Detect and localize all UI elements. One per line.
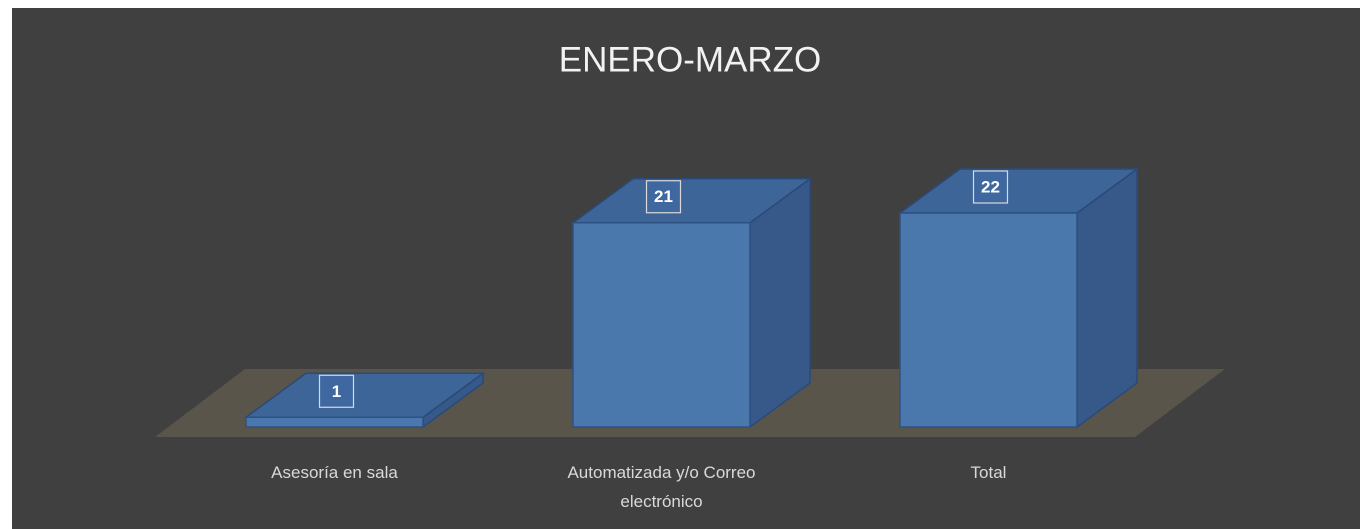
bar-front (899, 212, 1078, 428)
chart-title: ENERO-MARZO (559, 40, 822, 79)
value-label: 22 (981, 177, 1000, 196)
value-label-box (972, 170, 1009, 204)
bar-front (572, 221, 751, 428)
value-label-box (645, 180, 682, 214)
bar (897, 167, 1140, 429)
x-tick-label: Automatizada y/o Correo electrónico (567, 463, 756, 511)
bar-side (1076, 167, 1138, 429)
bar (570, 177, 813, 429)
value-label: 1 (332, 382, 341, 401)
x-tick-label: Asesoría en sala (271, 463, 398, 482)
x-tick-label: Total (970, 463, 1007, 482)
bar-front (245, 416, 424, 428)
bar (243, 371, 486, 429)
value-label-box (318, 374, 355, 408)
value-label: 21 (654, 187, 673, 206)
